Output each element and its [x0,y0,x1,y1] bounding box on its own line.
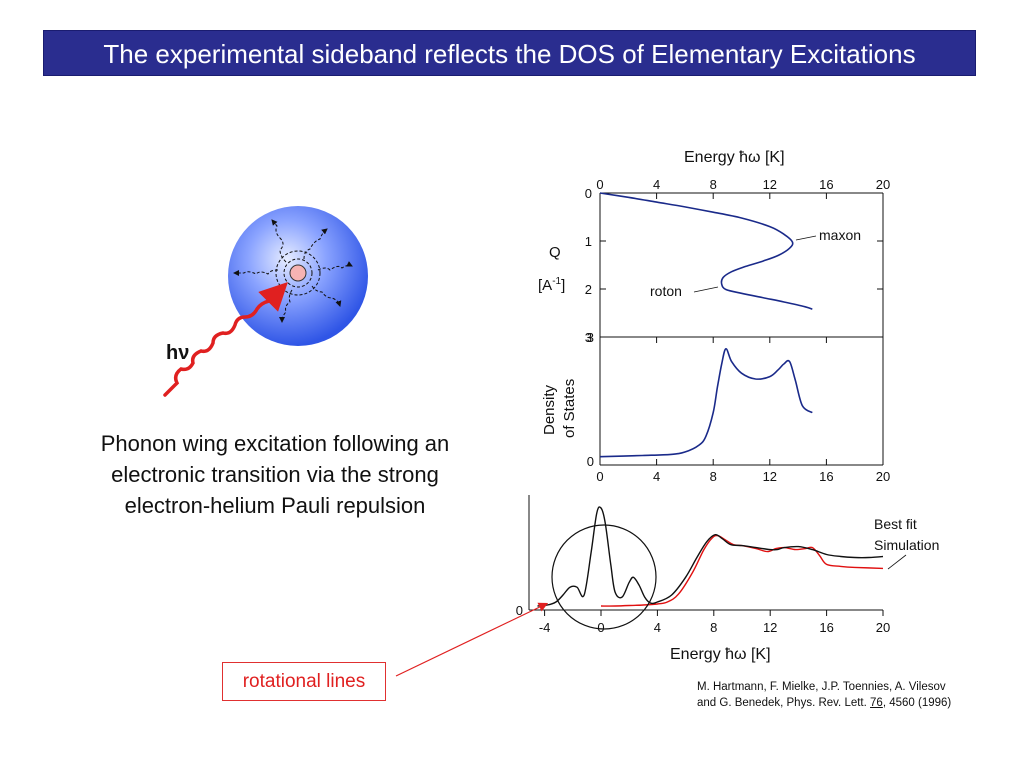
best-fit-curve [537,506,884,607]
phonon-wave-arrows [233,219,353,323]
phonon-arrow [271,219,287,263]
dispersion-x-tick-label: 20 [876,177,890,192]
dos-x-tick-label: 16 [819,469,833,484]
sideband-x-axis-title: Energy ħω [K] [670,646,771,663]
maxon-leader-line [795,235,817,241]
dos-y-axis-title-line1: Density [541,384,558,435]
dispersion-y-tick-label: 3 [585,330,592,345]
caption-line: electron-helium Pauli repulsion [124,493,426,518]
phonon-arrow [317,261,353,271]
dispersion-y-tick-label: 1 [585,234,592,249]
sideband-x-tick-label: 16 [819,620,833,635]
sideband-y-tick-label: 0 [516,603,523,618]
caption-line: Phonon wing excitation following an [100,431,450,456]
photon-energy-label: hν [166,342,189,364]
phonon-arrow [233,269,279,276]
phonon-arrow [303,228,328,260]
caption-line: electronic transition via the strong [111,462,439,487]
dispersion-x-axis-title: Energy ħω [K] [684,149,785,166]
dispersion-x-tick-label: 8 [710,177,717,192]
phonon-arrow [279,289,293,323]
dispersion-y-tick-label: 2 [585,282,592,297]
dispersion-y-tick-label: 0 [585,186,592,201]
dos-x-tick-label: 20 [876,469,890,484]
dispersion-x-tick-label: 12 [763,177,777,192]
roton-leader-line [693,286,719,293]
dos-y-tick-label: 3 [587,330,594,345]
reference-citation: M. Hartmann, F. Mielke, J.P. Toennies, A… [697,679,951,711]
sideband-x-tick-label: 4 [654,620,661,635]
dispersion-x-tick-label: 4 [653,177,660,192]
dispersion-x-tick-label: 0 [596,177,603,192]
sideband-x-tick-label: 8 [710,620,717,635]
caption: Phonon wing excitation following an elec… [40,428,510,521]
sideband-x-tick-label: 12 [763,620,777,635]
helium-droplet-illustration [163,206,368,397]
sideband-x-tick-label: 0 [597,620,604,635]
dispersion-curve [599,192,813,310]
reference-volume: 76 [870,697,883,709]
phonon-arrow [311,285,342,307]
dos-x-tick-label: 12 [763,469,777,484]
reference-line1: M. Hartmann, F. Mielke, J.P. Toennies, A… [697,681,946,693]
bubble-inner-dashed [283,258,313,288]
dos-y-axis-title-line2: of States [561,379,578,438]
sideband-x-tick-label: -4 [539,620,551,635]
rotational-lines-highlight-circle [551,524,657,630]
roton-annotation: roton [650,283,682,299]
legend-best-fit: Best fit [874,516,917,532]
photon-wave-arrow [163,282,288,397]
dos-ticks: 0 4 8 12 16 20 0 3 [587,330,890,484]
legend-leader-line [887,554,907,570]
sideband-ticks: -4 0 4 8 12 16 20 0 [516,603,890,635]
slide-title: The experimental sideband reflects the D… [43,30,976,76]
bubble-outer-dashed [275,250,321,296]
reference-line2: and G. Benedek, Phys. Rev. Lett. 76, 456… [697,697,952,709]
rotational-lines-label: rotational lines [222,662,386,701]
impurity-atom [289,264,307,282]
dos-x-tick-label: 0 [596,469,603,484]
dos-curve [599,348,813,458]
dispersion-y-axis-title: Q [549,244,561,261]
dispersion-x-tick-label: 16 [819,177,833,192]
dos-x-tick-label: 8 [710,469,717,484]
dispersion-y-axis-unit: [A-1] [538,276,565,294]
dos-chart: 0 4 8 12 16 20 0 3 Density of States [541,330,890,484]
dos-y-tick-label: 0 [587,454,594,469]
sideband-x-tick-label: 20 [876,620,890,635]
rotational-lines-arrow [395,602,549,677]
sideband-chart: -4 0 4 8 12 16 20 0 Best fit Simulation Energy … [516,495,939,663]
legend-simulation: Simulation [874,537,939,553]
dos-x-tick-label: 4 [653,469,660,484]
maxon-annotation: maxon [819,227,861,243]
